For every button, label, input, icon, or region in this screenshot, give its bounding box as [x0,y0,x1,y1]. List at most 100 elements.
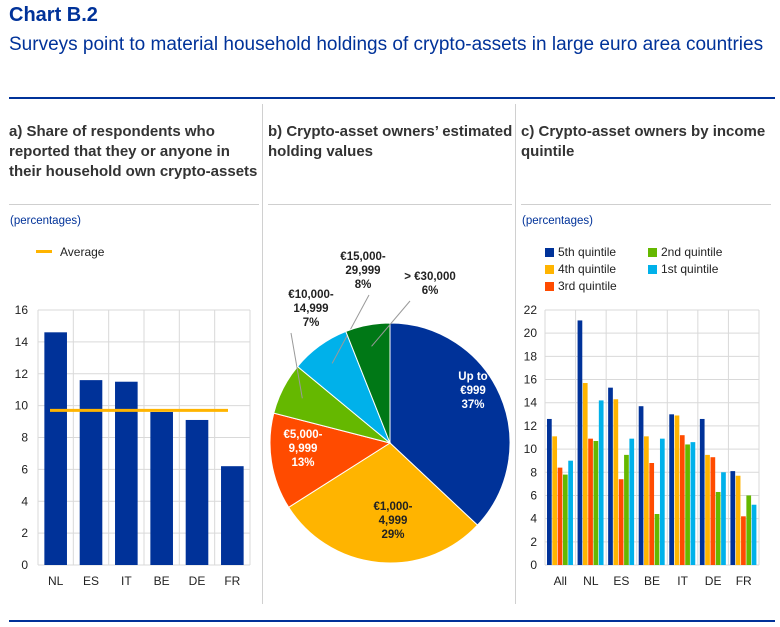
bar-es-q4 [613,399,619,565]
legend-label-q4: 4th quintile [558,262,617,276]
y-tick-label: 18 [524,349,538,363]
y-tick-label: 10 [524,442,538,456]
bar-es-q1 [629,438,635,565]
legend-label-q1: 1st quintile [661,262,719,276]
legend-swatch-q1 [648,265,657,274]
chart-title: Surveys point to material household hold… [9,34,764,55]
pie-category-label: > €30,000 [404,271,455,283]
bar-fr [221,466,244,565]
bar-nl-q1 [598,400,604,565]
y-tick-label: 14 [15,335,29,349]
legend-swatch-q2 [648,248,657,257]
pie-leader-line [371,300,411,347]
pie-category-label: 9,999 [289,443,318,455]
legend-3rd-quintile: 3rd quintile [545,279,617,293]
bar-it-q4 [674,415,680,565]
top-rule [9,97,775,99]
bar-de-q4 [705,454,710,565]
x-tick-label: BE [644,574,660,588]
bar-nl-q4 [582,383,588,565]
panel-separator-2 [515,104,516,604]
pie-slice-2 [269,412,392,508]
bar-all-q4 [552,436,558,565]
bar-it-q1 [690,442,696,565]
bar-de-q3 [710,457,716,565]
pie-pct-label: 6% [422,285,439,297]
pie-pct-label: 7% [303,317,320,329]
bar-nl-q5 [577,320,583,565]
bar-es-q3 [618,479,624,565]
x-tick-label: DE [189,574,206,588]
bottom-rule [9,620,775,622]
y-tick-label: 16 [15,303,29,317]
legend-swatch-q5 [545,248,554,257]
y-tick-label: 22 [524,303,538,317]
y-tick-label: 8 [530,465,537,479]
x-tick-label: FR [736,574,752,588]
bar-fr-q4 [735,475,741,565]
x-tick-label: NL [583,574,599,588]
pie-category-label: €15,000- [340,251,386,263]
bar-de-q1 [721,472,726,565]
panel-separator-1 [262,104,263,604]
bar-chart-c: 0 2 4 6 8 10 12 14 16 18 20 22 All NL ES BE IT DE FR [524,303,760,588]
legend-label-q3: 3rd quintile [558,279,617,293]
bar-fr-q1 [751,504,757,565]
pie-chart-b: Up to €999 37% €1,000- 4,999 29% €5,000- 9,999 1… [269,251,511,564]
bar-be [150,412,173,565]
bar-be-q4 [644,436,649,565]
pie-pct-label: 29% [381,529,404,541]
bar-de [185,419,209,565]
legend-swatch-q4 [545,265,554,274]
pie-pct-label: 13% [291,457,314,469]
legend-1st-quintile: 1st quintile [648,262,718,276]
legend-label-q5: 5th quintile [558,245,617,259]
bar-fr-q5 [730,471,736,565]
bar-it-q3 [679,435,685,565]
pie-pct-label: 37% [461,399,484,411]
y-tick-label: 0 [21,558,28,572]
bar-es [79,380,103,565]
pie-category-label: €999 [460,385,486,397]
y-tick-label: 8 [21,431,28,445]
x-tick-label: All [554,574,567,588]
y-tick-label: 0 [530,558,537,572]
pie-category-label: 29,999 [345,265,380,277]
legend-average-label: Average [60,245,105,259]
panel-b-rule [268,204,512,205]
y-tick-label: 20 [524,326,538,340]
pie-category-label: 4,999 [379,515,408,527]
bar-it [115,381,138,565]
bar-fr-q2 [746,495,752,565]
bar-fr-q3 [741,516,746,565]
panel-c-heading: c) Crypto-asset owners by income quintil… [521,123,766,160]
y-tick-label: 12 [524,419,538,433]
y-tick-label: 10 [15,399,29,413]
y-tick-label: 2 [21,526,28,540]
chart-label: Chart B.2 [9,4,98,26]
legend-2nd-quintile: 2nd quintile [648,245,722,259]
x-tick-label: ES [83,574,99,588]
y-tick-label: 2 [530,535,537,549]
y-tick-label: 16 [524,373,538,387]
average-line-swatch [36,250,52,253]
pie-leader-line [290,332,303,399]
pie-category-label: Up to [458,371,487,383]
pie-category-label: €5,000- [283,429,322,441]
bar-all-q2 [562,474,568,565]
pie-category-label: 14,999 [293,303,328,315]
bar-nl-q3 [588,438,593,565]
bar-nl [44,332,67,565]
pie-category-label: €10,000- [288,289,334,301]
pie-slice-1 [287,442,479,564]
bar-all-q1 [568,460,573,565]
bar-de-q2 [715,491,721,565]
bar-it-q5 [669,414,674,565]
legend-label-q2: 2nd quintile [661,245,723,259]
x-tick-label: BE [154,574,170,588]
x-tick-label: IT [677,574,688,588]
bar-be-q1 [659,438,665,565]
bar-be-q2 [654,514,660,565]
x-tick-label: NL [48,574,64,588]
x-tick-label: IT [121,574,132,588]
